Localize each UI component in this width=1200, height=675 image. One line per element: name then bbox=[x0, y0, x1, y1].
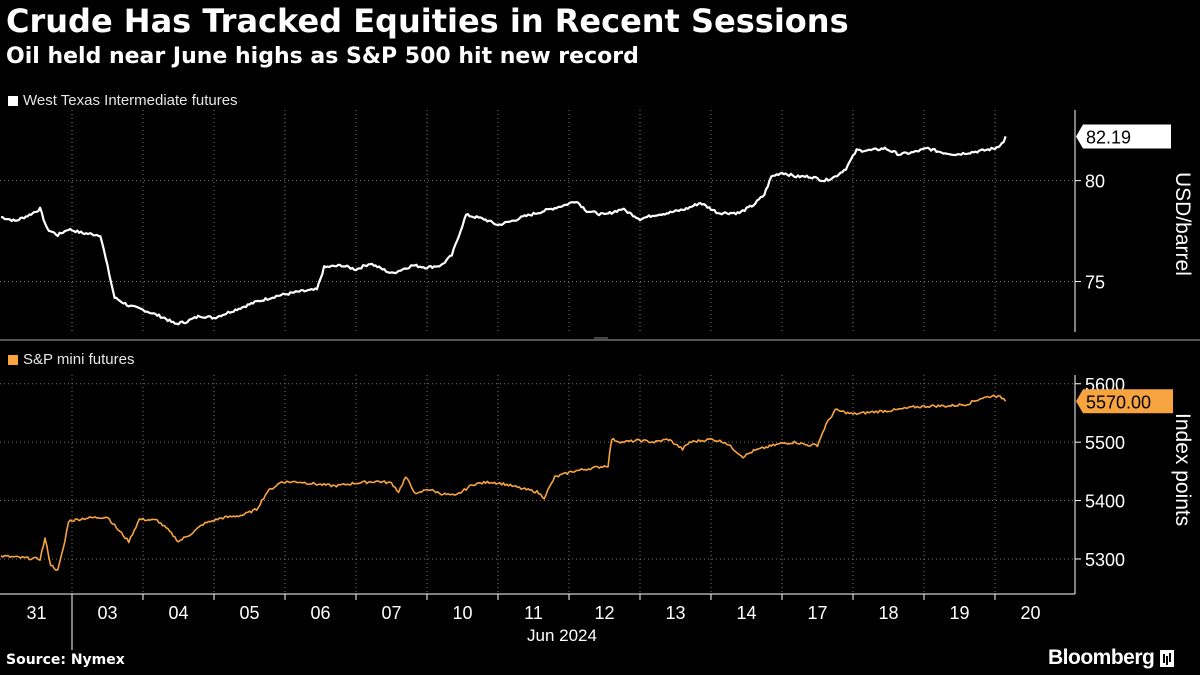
x-tick-label: 31 bbox=[26, 603, 46, 623]
oil-y-tick-label: 80 bbox=[1085, 172, 1105, 192]
oil-legend-label: West Texas Intermediate futures bbox=[23, 92, 238, 109]
spx-y-tick-label: 5300 bbox=[1085, 550, 1125, 570]
x-tick-label: 11 bbox=[524, 603, 543, 623]
oil-series bbox=[0, 136, 1007, 326]
spx-legend-label: S&P mini futures bbox=[23, 351, 135, 368]
x-tick-label: 04 bbox=[168, 603, 188, 623]
oil-last-value-tag bbox=[1076, 124, 1171, 149]
oil-y-axis-label: USD/barrel bbox=[1171, 172, 1194, 276]
spx-legend-swatch bbox=[8, 354, 18, 365]
x-tick-label: 14 bbox=[736, 603, 756, 623]
x-tick-label: 13 bbox=[665, 603, 685, 623]
terminal-icon bbox=[1160, 649, 1175, 667]
x-tick-label: 03 bbox=[97, 603, 117, 623]
spx-legend: S&P mini futures bbox=[8, 351, 134, 368]
x-tick-label: 06 bbox=[310, 603, 330, 623]
x-tick-label: 20 bbox=[1020, 603, 1040, 623]
panel-divider bbox=[0, 337, 1200, 341]
spx-line bbox=[0, 394, 1007, 571]
spx-series bbox=[0, 394, 1007, 571]
chart-title: Crude Has Tracked Equities in Recent Ses… bbox=[6, 2, 849, 40]
oil-line bbox=[0, 136, 1007, 326]
x-axis: 31 03 04 05 06 07 10 11 12 13 14 17 18 19 20 bbox=[0, 593, 1075, 650]
spx-gridlines bbox=[0, 383, 1075, 560]
oil-gridlines bbox=[0, 180, 1075, 283]
oil-y-axis: 75 80 bbox=[1074, 110, 1105, 332]
x-gridlines bbox=[71, 110, 996, 594]
spx-y-tick-label: 5400 bbox=[1085, 492, 1125, 512]
x-tick-label: 19 bbox=[949, 603, 969, 623]
x-tick-label: 07 bbox=[381, 603, 401, 623]
chart-subtitle: Oil held near June highs as S&P 500 hit … bbox=[6, 44, 639, 69]
brand-name: Bloomberg bbox=[1048, 646, 1155, 669]
brand-logo: Bloomberg bbox=[1048, 646, 1175, 670]
oil-last-value-text: 82.19 bbox=[1086, 127, 1131, 147]
x-tick-label: 10 bbox=[452, 603, 472, 623]
oil-legend-swatch bbox=[8, 95, 18, 106]
x-tick-label: 12 bbox=[594, 603, 614, 623]
spx-y-axis-label: Index points bbox=[1171, 413, 1194, 526]
spx-last-value-tag bbox=[1076, 389, 1173, 414]
spx-last-value-marker: 5570.00 bbox=[1076, 389, 1173, 414]
oil-legend: West Texas Intermediate futures bbox=[8, 92, 238, 109]
spx-last-value-text: 5570.00 bbox=[1086, 392, 1151, 412]
x-axis-month-label: Jun 2024 bbox=[527, 626, 597, 645]
x-tick-label: 17 bbox=[807, 603, 827, 623]
x-tick-label: 05 bbox=[239, 603, 259, 623]
oil-y-tick-label: 75 bbox=[1085, 273, 1105, 293]
spx-y-tick-label: 5500 bbox=[1085, 433, 1125, 453]
x-tick-label: 18 bbox=[878, 603, 898, 623]
source-note: Source: Nymex bbox=[6, 652, 125, 668]
oil-last-value-marker: 82.19 bbox=[1076, 124, 1171, 149]
